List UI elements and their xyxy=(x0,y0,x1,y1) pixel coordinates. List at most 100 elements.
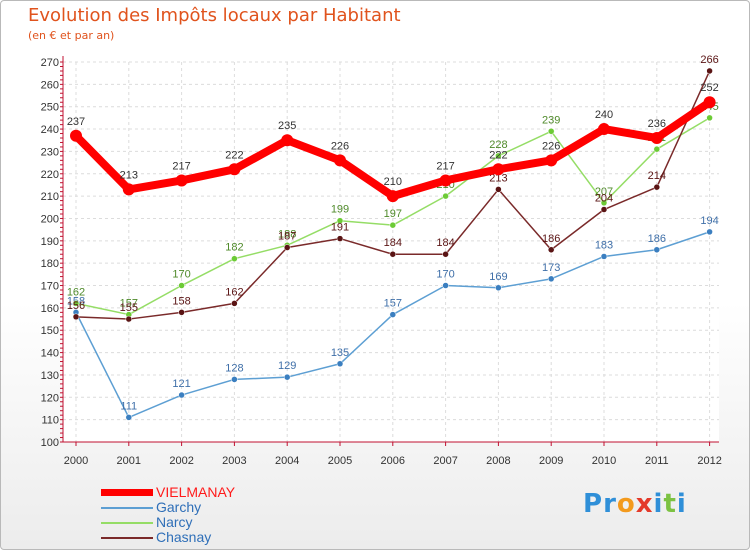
y-tick-label: 230 xyxy=(41,146,59,158)
chart-subtitle: (en € et par an) xyxy=(28,29,115,42)
data-label-garchy: 135 xyxy=(331,347,349,359)
data-label-narcy: 207 xyxy=(595,186,613,198)
legend-label-chasnay: Chasnay xyxy=(156,529,212,545)
data-point-chasnay xyxy=(600,206,608,213)
legend-label-garchy: Garchy xyxy=(156,499,202,515)
data-point-garchy xyxy=(283,373,291,381)
data-point-chasnay xyxy=(495,186,502,193)
x-tick-label: 2001 xyxy=(117,455,141,467)
data-point-garchy xyxy=(442,282,449,289)
data-label-garchy: 157 xyxy=(384,298,402,310)
data-label-vielmanay: 217 xyxy=(172,160,190,172)
y-tick-label: 270 xyxy=(41,57,59,69)
data-label-garchy: 173 xyxy=(542,262,560,274)
data-point-narcy xyxy=(72,300,80,307)
y-tick-label: 120 xyxy=(41,392,59,404)
data-label-garchy: 128 xyxy=(225,362,243,374)
legend-swatch-vielmanay xyxy=(101,489,153,496)
data-point-garchy xyxy=(706,228,713,236)
data-label-vielmanay: 213 xyxy=(120,169,138,181)
data-label-narcy: 199 xyxy=(331,204,349,216)
x-tick-label: 2000 xyxy=(64,455,88,467)
data-label-chasnay: 204 xyxy=(595,193,613,205)
data-label-garchy: 183 xyxy=(595,239,613,251)
legend-item-chasnay[interactable]: Chasnay xyxy=(101,529,301,545)
data-point-vielmanay xyxy=(545,154,558,167)
x-tick-label: 2007 xyxy=(433,455,457,467)
data-label-narcy: 157 xyxy=(120,298,138,310)
data-label-chasnay: 184 xyxy=(436,237,454,249)
data-label-chasnay: 155 xyxy=(120,302,138,314)
x-tick-label: 2002 xyxy=(169,455,193,467)
y-tick-label: 150 xyxy=(41,325,59,337)
data-point-garchy xyxy=(231,376,238,383)
data-label-narcy: 182 xyxy=(225,242,243,254)
data-point-narcy xyxy=(231,255,238,262)
data-label-narcy: 162 xyxy=(67,286,85,298)
data-point-chasnay xyxy=(442,250,449,258)
data-point-narcy xyxy=(389,221,397,229)
data-label-chasnay: 186 xyxy=(542,233,560,245)
data-point-vielmanay xyxy=(228,163,241,176)
x-tick-label: 2006 xyxy=(381,455,405,467)
data-label-chasnay: 162 xyxy=(225,286,243,298)
data-label-vielmanay: 235 xyxy=(278,120,296,132)
data-label-narcy: 239 xyxy=(542,114,560,126)
legend-item-narcy[interactable]: Narcy xyxy=(101,514,301,530)
y-tick-label: 210 xyxy=(41,191,59,203)
x-tick-label: 2005 xyxy=(328,455,352,467)
x-tick-label: 2008 xyxy=(486,455,510,467)
data-point-chasnay xyxy=(389,250,397,258)
data-label-narcy: 188 xyxy=(278,228,296,240)
proxiti-logo: Proxiti xyxy=(583,489,687,519)
data-point-vielmanay xyxy=(650,132,663,144)
data-point-vielmanay xyxy=(703,96,716,109)
data-point-chasnay xyxy=(72,313,80,321)
data-point-vielmanay xyxy=(70,129,82,142)
data-point-vielmanay xyxy=(386,190,399,203)
y-tick-label: 220 xyxy=(41,169,59,181)
data-point-chasnay xyxy=(125,315,133,323)
x-tick-label: 2010 xyxy=(592,455,616,467)
legend: VIELMANAY Garchy Narcy Chasnay xyxy=(101,484,301,545)
y-tick-label: 100 xyxy=(41,437,59,449)
y-tick-label: 170 xyxy=(41,281,59,293)
data-point-vielmanay xyxy=(492,163,505,176)
logo-letter: x xyxy=(635,489,654,519)
legend-item-garchy[interactable]: Garchy xyxy=(101,499,301,515)
y-tick-label: 250 xyxy=(41,102,59,114)
y-tick-label: 260 xyxy=(41,79,59,91)
y-tick-label: 140 xyxy=(41,348,59,360)
logo-letter: i xyxy=(653,489,664,519)
data-point-chasnay xyxy=(547,246,555,254)
data-point-narcy xyxy=(495,152,502,160)
data-label-vielmanay: 217 xyxy=(436,160,454,172)
x-tick-label: 2009 xyxy=(539,455,563,467)
data-label-vielmanay: 237 xyxy=(67,116,85,128)
legend-swatch-garchy xyxy=(101,507,153,509)
data-label-garchy: 129 xyxy=(278,360,296,372)
data-label-garchy: 111 xyxy=(120,400,137,412)
data-label-vielmanay: 226 xyxy=(331,140,349,152)
data-point-chasnay xyxy=(336,235,344,242)
data-point-chasnay xyxy=(653,183,661,191)
logo-letter: P xyxy=(583,489,604,519)
y-tick-label: 190 xyxy=(41,236,59,248)
data-point-garchy xyxy=(600,253,608,260)
y-tick-label: 200 xyxy=(41,213,59,225)
data-point-garchy xyxy=(336,360,344,368)
data-point-vielmanay xyxy=(281,134,294,147)
legend-item-vielmanay[interactable]: VIELMANAY xyxy=(101,484,301,500)
legend-label-vielmanay: VIELMANAY xyxy=(156,484,236,500)
data-label-chasnay: 214 xyxy=(648,170,666,182)
data-point-garchy xyxy=(653,246,661,254)
y-tick-label: 110 xyxy=(41,415,59,427)
logo-letter: i xyxy=(676,489,687,519)
data-point-vielmanay xyxy=(334,154,346,167)
data-label-vielmanay: 210 xyxy=(384,176,402,188)
data-label-vielmanay: 222 xyxy=(225,149,243,161)
y-tick-label: 130 xyxy=(41,370,59,382)
data-label-narcy: 197 xyxy=(384,208,402,220)
data-point-garchy xyxy=(547,275,555,283)
